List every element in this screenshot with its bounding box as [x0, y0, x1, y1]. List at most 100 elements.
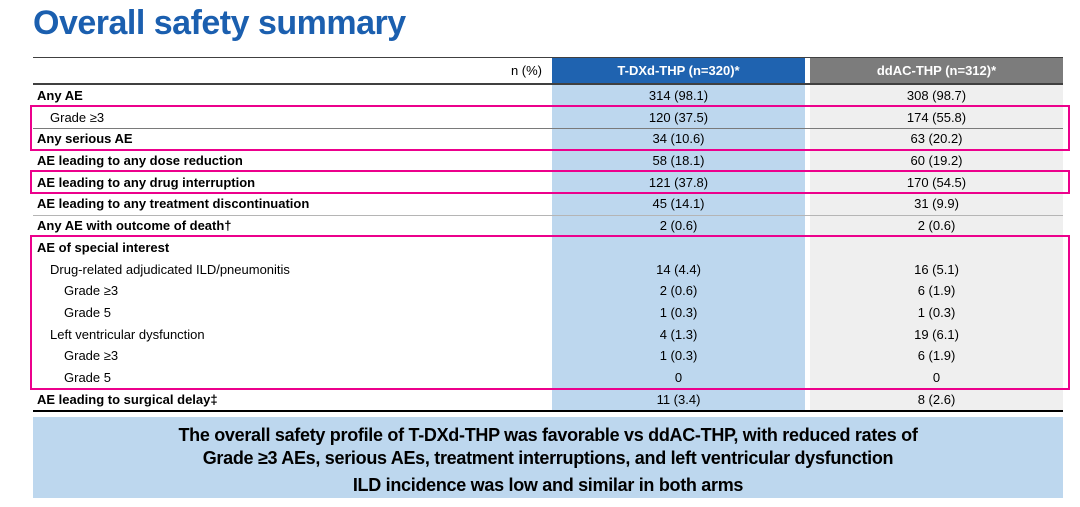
cell-ddac — [810, 236, 1063, 259]
cell-tdxd: 4 (1.3) — [552, 323, 805, 346]
column-gap — [548, 280, 552, 302]
column-gap — [805, 323, 810, 346]
safety-table: n (%) T-DXd-THP (n=320)* ddAC-THP (n=312… — [33, 57, 1063, 413]
cell-tdxd: 45 (14.1) — [552, 193, 805, 216]
cell-ddac: 60 (19.2) — [810, 150, 1063, 172]
column-gap — [548, 345, 552, 367]
column-gap — [548, 193, 552, 216]
column-gap — [805, 345, 810, 367]
page-title: Overall safety summary — [33, 4, 406, 42]
row-label: Any AE — [37, 88, 83, 103]
table-row: Any AE 314 (98.1) 308 (98.7) — [33, 85, 1063, 107]
table-row: AE leading to surgical delay‡ 11 (3.4) 8 (… — [33, 388, 1063, 411]
column-gap — [805, 106, 810, 129]
column-gap — [805, 280, 810, 302]
cell-tdxd: 2 (0.6) — [552, 280, 805, 302]
cell-tdxd: 14 (4.4) — [552, 258, 805, 281]
cell-ddac: 19 (6.1) — [810, 323, 1063, 346]
cell-tdxd: 2 (0.6) — [552, 216, 805, 237]
cell-ddac: 63 (20.2) — [810, 129, 1063, 151]
column-gap — [805, 388, 810, 411]
cell-tdxd: 11 (3.4) — [552, 388, 805, 411]
table-row: AE leading to any dose reduction 58 (18.1… — [33, 150, 1063, 172]
row-label: Grade ≥3 — [50, 109, 105, 125]
cell-tdxd: 1 (0.3) — [552, 301, 805, 324]
column-gap — [548, 58, 552, 83]
cell-ddac: 1 (0.3) — [810, 301, 1063, 324]
row-label: Grade 5 — [64, 369, 111, 385]
table-rows: Any AE 314 (98.1) 308 (98.7) Grade ≥3 120 (3… — [33, 85, 1063, 413]
summary-box: The overall safety profile of T-DXd-THP … — [33, 417, 1063, 498]
table-row: Grade ≥3 2 (0.6) 6 (1.9) — [33, 280, 1063, 302]
row-label: Any serious AE — [37, 131, 133, 147]
table-row: Left ventricular dysfunction 4 (1.3) 19 (6… — [33, 323, 1063, 346]
column-gap — [548, 171, 552, 194]
row-label: AE leading to any drug interruption — [37, 174, 256, 190]
table-row: AE of special interest — [33, 236, 1063, 259]
column-gap — [548, 106, 552, 129]
row-label: AE of special interest — [37, 239, 170, 255]
table-row: Grade ≥3 120 (37.5) 174 (55.8) — [33, 106, 1063, 129]
cell-ddac: 2 (0.6) — [810, 216, 1063, 237]
cell-tdxd: 120 (37.5) — [552, 106, 805, 129]
cell-ddac: 174 (55.8) — [810, 106, 1063, 129]
column-gap — [805, 58, 810, 83]
summary-line-1: The overall safety profile of T-DXd-THP … — [178, 425, 918, 445]
row-label: AE leading to surgical delay‡ — [37, 391, 218, 407]
table-header-row: n (%) T-DXd-THP (n=320)* ddAC-THP (n=312… — [33, 57, 1063, 85]
column-gap — [805, 150, 810, 172]
cell-ddac: 6 (1.9) — [810, 280, 1063, 302]
column-gap — [548, 258, 552, 281]
column-gap — [805, 366, 810, 389]
cell-tdxd — [552, 236, 805, 259]
summary-line-2: Grade ≥3 AEs, serious AEs, treatment int… — [202, 448, 894, 468]
column-gap — [548, 129, 552, 151]
table-row: Grade 5 1 (0.3) 1 (0.3) — [33, 301, 1063, 324]
column-gap — [548, 150, 552, 172]
row-label: Grade ≥3 — [64, 348, 119, 364]
column-gap — [548, 301, 552, 324]
column-gap — [805, 171, 810, 194]
cell-tdxd: 58 (18.1) — [552, 150, 805, 172]
table-row: Any AE with outcome of death† 2 (0.6) 2 (0… — [33, 215, 1063, 237]
column-gap — [805, 236, 810, 259]
row-label: Drug-related adjudicated ILD/pneumonitis — [50, 261, 290, 277]
column-header-tdxd: T-DXd-THP (n=320)* — [552, 58, 805, 83]
column-gap — [805, 258, 810, 281]
table-row: Any serious AE 34 (10.6) 63 (20.2) — [33, 128, 1063, 151]
column-header-ddac: ddAC-THP (n=312)* — [810, 58, 1063, 83]
cell-ddac: 170 (54.5) — [810, 171, 1063, 194]
column-gap — [805, 301, 810, 324]
column-gap — [805, 216, 810, 237]
row-label: Grade ≥3 — [64, 283, 119, 299]
cell-ddac: 308 (98.7) — [810, 85, 1063, 107]
column-gap — [548, 323, 552, 346]
table-row: Drug-related adjudicated ILD/pneumonitis… — [33, 258, 1063, 281]
row-label: AE leading to any dose reduction — [37, 153, 243, 169]
cell-ddac: 16 (5.1) — [810, 258, 1063, 281]
column-gap — [548, 85, 552, 107]
column-gap — [548, 216, 552, 237]
column-gap — [548, 366, 552, 389]
row-label: AE leading to any treatment discontinuat… — [37, 196, 310, 212]
column-gap — [805, 85, 810, 107]
cell-ddac: 0 — [810, 366, 1063, 389]
cell-tdxd: 34 (10.6) — [552, 129, 805, 151]
column-gap — [805, 193, 810, 216]
table-row: Grade ≥3 1 (0.3) 6 (1.9) — [33, 345, 1063, 367]
cell-tdxd: 1 (0.3) — [552, 345, 805, 367]
row-label: Left ventricular dysfunction — [50, 326, 205, 342]
column-gap — [805, 129, 810, 151]
cell-ddac: 31 (9.9) — [810, 193, 1063, 216]
table-row: AE leading to any drug interruption 121 (… — [33, 171, 1063, 194]
summary-line-3: ILD incidence was low and similar in bot… — [352, 475, 744, 495]
row-label: Any AE with outcome of death† — [37, 218, 232, 234]
table-row: AE leading to any treatment discontinuat… — [33, 193, 1063, 216]
cell-ddac: 8 (2.6) — [810, 388, 1063, 411]
column-gap — [548, 236, 552, 259]
cell-ddac: 6 (1.9) — [810, 345, 1063, 367]
cell-tdxd: 0 — [552, 366, 805, 389]
unit-label: n (%) — [510, 63, 542, 78]
